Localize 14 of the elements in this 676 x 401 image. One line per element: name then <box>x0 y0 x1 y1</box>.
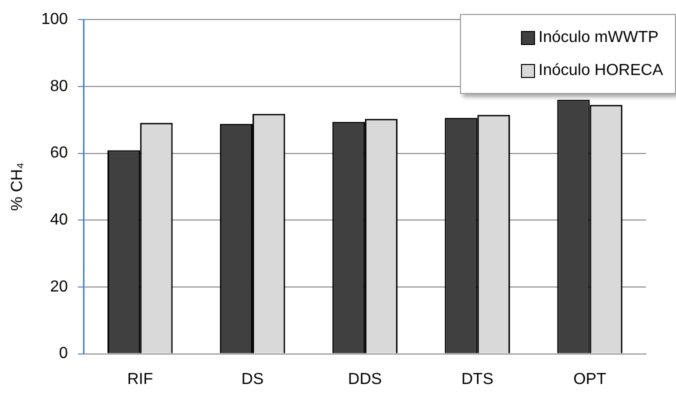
y-tick-label: 0 <box>58 345 68 362</box>
y-tick-label: 100 <box>41 11 68 28</box>
legend-label: Inóculo HORECA <box>538 62 663 80</box>
x-tick-label: DDS <box>348 370 382 388</box>
legend-label: Inóculo mWWTP <box>538 28 659 46</box>
y-tick-label: 60 <box>50 144 68 162</box>
y-tick-label: 40 <box>50 212 68 229</box>
x-tick-label: OPT <box>573 370 606 388</box>
y-axis-title: % CH₄ <box>9 162 26 211</box>
x-tick-label: RIF <box>127 370 154 388</box>
y-tick-label: 20 <box>50 278 68 296</box>
x-tick-label: DTS <box>461 370 494 388</box>
x-tick-label: DS <box>241 370 264 388</box>
y-tick-label: 80 <box>50 78 68 95</box>
